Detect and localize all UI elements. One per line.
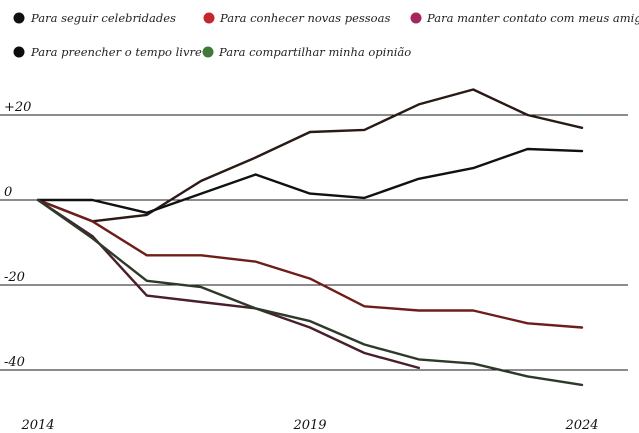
- y-tick-label: 0: [4, 185, 12, 200]
- x-tick-label: 2024: [564, 418, 598, 433]
- gridlines: [0, 114, 628, 371]
- x-tick-label: 2014: [20, 418, 54, 433]
- series-line: [36, 147, 584, 215]
- legend-marker: [202, 46, 214, 58]
- x-tick-label: 2019: [292, 418, 326, 433]
- legend-item-novas-pessoas: Para conhecer novas pessoas: [203, 11, 390, 25]
- y-axis-ticks: +20 0 -20 -40: [4, 100, 31, 370]
- legend-label: Para conhecer novas pessoas: [219, 11, 390, 25]
- series-lines: [36, 88, 584, 387]
- y-tick-label: -40: [4, 355, 25, 370]
- legend-item-contato-amigos: Para manter contato com meus amigos: [410, 11, 639, 25]
- legend-marker: [13, 46, 25, 58]
- series-line: [36, 198, 584, 387]
- legend-item-opiniao: Para compartilhar minha opinião: [202, 45, 411, 59]
- legend: Para seguir celebridades Para conhecer n…: [13, 11, 639, 59]
- y-tick-label: +20: [4, 100, 31, 115]
- y-tick-label: -20: [4, 270, 25, 285]
- legend-label: Para manter contato com meus amigos: [426, 11, 639, 25]
- legend-label: Para compartilhar minha opinião: [218, 45, 411, 59]
- x-axis-ticks: 2014 2019 2024: [20, 418, 598, 433]
- legend-label: Para preencher o tempo livre: [30, 45, 202, 59]
- series-line: [36, 88, 584, 223]
- series-line: [36, 198, 584, 329]
- legend-marker: [13, 12, 25, 24]
- legend-item-tempo-livre: Para preencher o tempo livre: [13, 45, 202, 59]
- legend-marker: [203, 12, 215, 24]
- legend-marker: [410, 12, 422, 24]
- legend-item-celebridades: Para seguir celebridades: [13, 11, 176, 25]
- legend-label: Para seguir celebridades: [30, 11, 176, 25]
